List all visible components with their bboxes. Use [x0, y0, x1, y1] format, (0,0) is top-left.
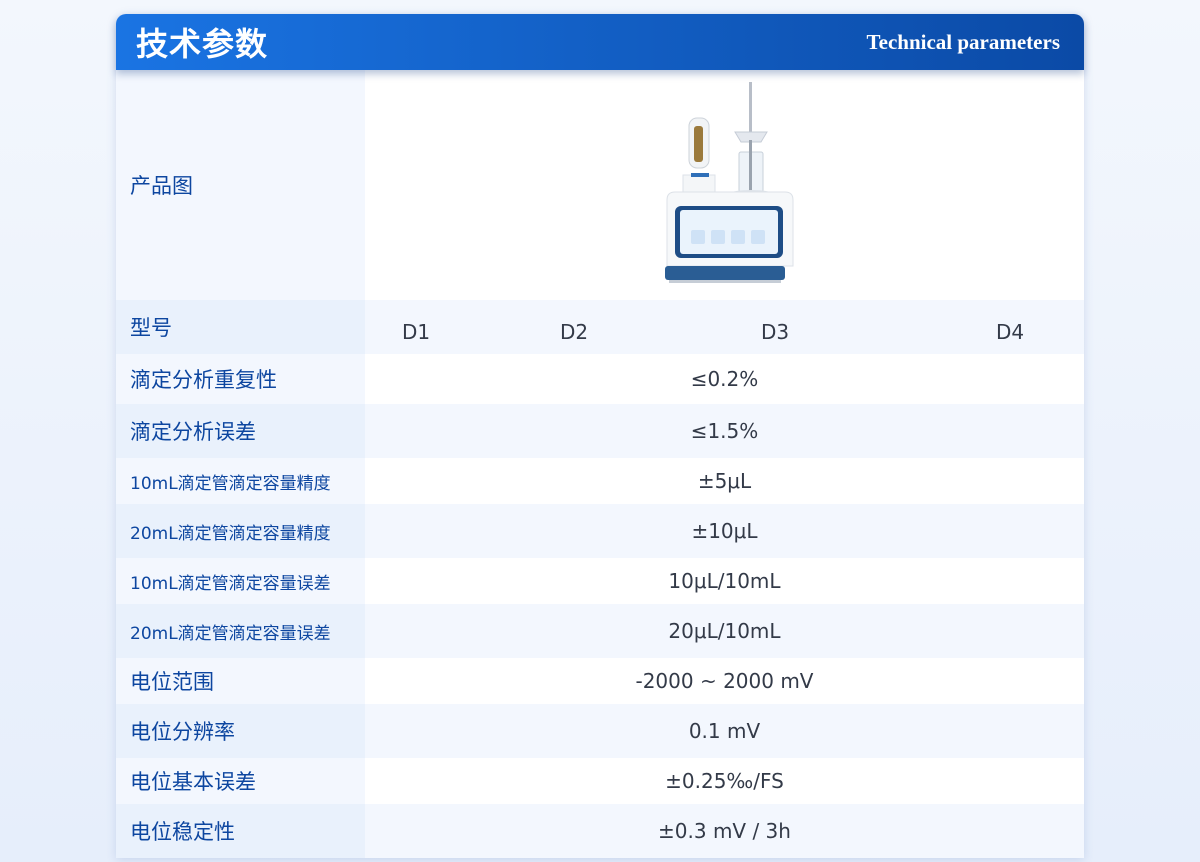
param-label: 10mL滴定管滴定容量精度: [116, 458, 365, 504]
param-label: 电位范围: [116, 658, 365, 704]
param-value: ±5μL: [365, 458, 1084, 504]
param-value: ±0.3 mV / 3h: [365, 804, 1084, 858]
param-row: 电位分辨率 0.1 mV: [116, 704, 1084, 758]
param-label: 滴定分析误差: [116, 404, 365, 458]
tech-params-card: 技术参数 Technical parameters 产品图 型号 D1 D2 D…: [116, 14, 1084, 858]
param-label: 电位分辨率: [116, 704, 365, 758]
param-value: ≤1.5%: [365, 404, 1084, 458]
model-d2: D2: [560, 320, 589, 344]
section-title: 技术参数: [136, 25, 269, 63]
param-value: 10μL/10mL: [365, 558, 1084, 604]
product-image: [365, 70, 1084, 300]
param-row: 10mL滴定管滴定容量精度 ±5μL: [116, 458, 1084, 504]
param-label: 电位稳定性: [116, 804, 365, 858]
param-label: 滴定分析重复性: [116, 354, 365, 404]
param-row: 电位基本误差 ±0.25‰/FS: [116, 758, 1084, 804]
model-row: 型号 D1 D2 D3 D4: [116, 300, 1084, 354]
param-value: ±0.25‰/FS: [365, 758, 1084, 804]
param-row: 20mL滴定管滴定容量精度 ±10μL: [116, 504, 1084, 558]
param-label: 电位基本误差: [116, 758, 365, 804]
param-row: 10mL滴定管滴定容量误差 10μL/10mL: [116, 558, 1084, 604]
section-subtitle: Technical parameters: [866, 29, 1060, 54]
param-value: ≤0.2%: [365, 354, 1084, 404]
model-d1: D1: [402, 320, 431, 344]
model-d4: D4: [996, 320, 1025, 344]
section-header: 技术参数 Technical parameters: [116, 14, 1084, 70]
model-label: 型号: [116, 300, 365, 354]
param-row: 滴定分析重复性 ≤0.2%: [116, 354, 1084, 404]
param-value: 20μL/10mL: [365, 604, 1084, 658]
titrator-device-icon: [664, 82, 793, 283]
param-row: 20mL滴定管滴定容量误差 20μL/10mL: [116, 604, 1084, 658]
param-row: 滴定分析误差 ≤1.5%: [116, 404, 1084, 458]
param-label: 20mL滴定管滴定容量精度: [116, 504, 365, 558]
param-value: ±10μL: [365, 504, 1084, 558]
param-label: 10mL滴定管滴定容量误差: [116, 558, 365, 604]
product-image-row: 产品图: [116, 70, 1084, 300]
param-row: 电位范围 -2000 ~ 2000 mV: [116, 658, 1084, 704]
param-value: 0.1 mV: [365, 704, 1084, 758]
param-label: 20mL滴定管滴定容量误差: [116, 604, 365, 658]
param-value: -2000 ~ 2000 mV: [365, 658, 1084, 704]
model-d3: D3: [761, 320, 790, 344]
param-row: 电位稳定性 ±0.3 mV / 3h: [116, 804, 1084, 858]
product-image-label: 产品图: [116, 70, 365, 300]
